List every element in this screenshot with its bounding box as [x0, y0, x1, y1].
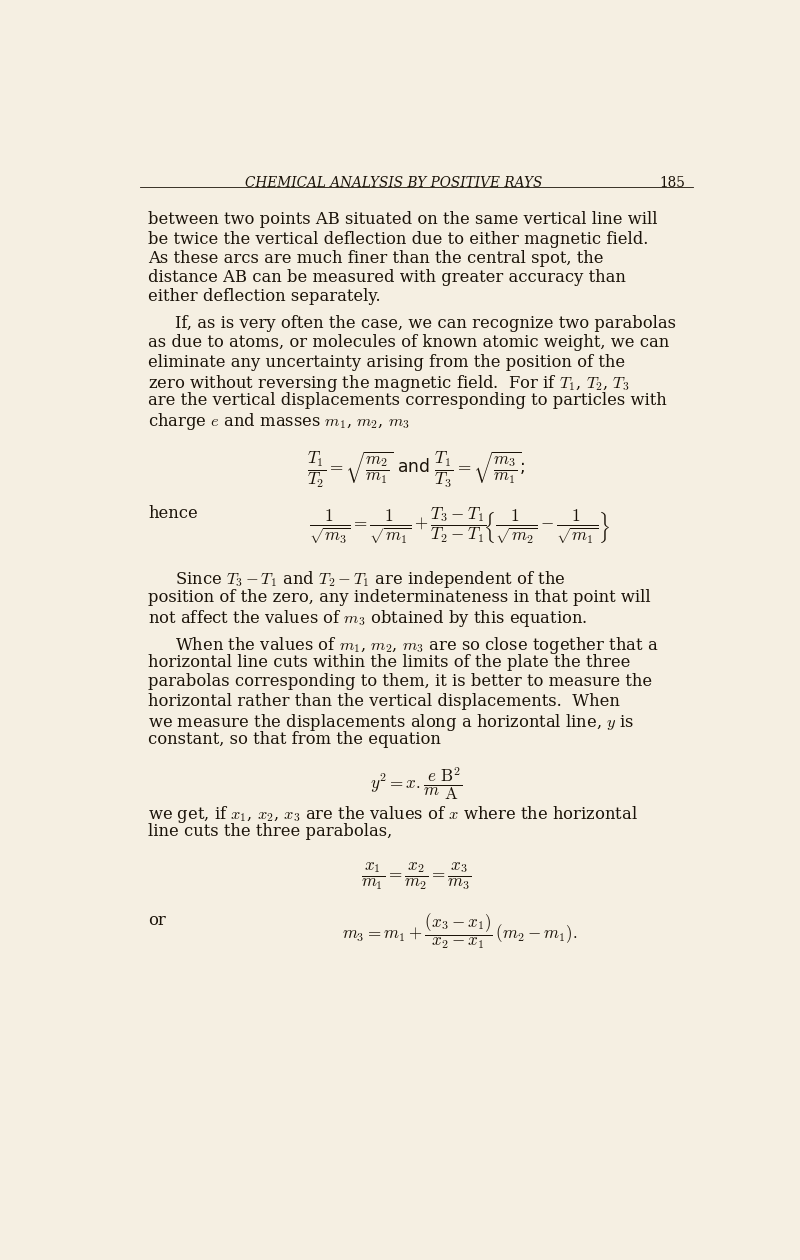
Text: $y^2 = x.\dfrac{e}{m}\dfrac{\mathrm{B}^2}{\mathrm{A}}$: $y^2 = x.\dfrac{e}{m}\dfrac{\mathrm{B}^2…: [370, 766, 462, 801]
Text: CHEMICAL ANALYSIS BY POSITIVE RAYS: CHEMICAL ANALYSIS BY POSITIVE RAYS: [245, 176, 542, 190]
Text: horizontal rather than the vertical displacements.  When: horizontal rather than the vertical disp…: [148, 693, 620, 709]
Text: $\dfrac{T_1}{T_2} = \sqrt{\dfrac{m_2}{m_1}}$ and $\dfrac{T_1}{T_3} = \sqrt{\dfra: $\dfrac{T_1}{T_2} = \sqrt{\dfrac{m_2}{m_…: [307, 450, 526, 490]
Text: hence: hence: [148, 505, 198, 523]
Text: position of the zero, any indeterminateness in that point will: position of the zero, any indeterminaten…: [148, 588, 650, 606]
Text: either deflection separately.: either deflection separately.: [148, 289, 381, 305]
Text: Since $T_3 - T_1$ and $T_2 - T_1$ are independent of the: Since $T_3 - T_1$ and $T_2 - T_1$ are in…: [175, 570, 566, 590]
Text: 185: 185: [659, 176, 685, 190]
Text: as due to atoms, or molecules of known atomic weight, we can: as due to atoms, or molecules of known a…: [148, 334, 670, 352]
Text: distance AB can be measured with greater accuracy than: distance AB can be measured with greater…: [148, 270, 626, 286]
Text: constant, so that from the equation: constant, so that from the equation: [148, 731, 441, 748]
Text: horizontal line cuts within the limits of the plate the three: horizontal line cuts within the limits o…: [148, 654, 630, 672]
Text: we measure the displacements along a horizontal line, $y$ is: we measure the displacements along a hor…: [148, 712, 634, 733]
Text: between two points AB situated on the same vertical line will: between two points AB situated on the sa…: [148, 212, 658, 228]
Text: are the vertical displacements corresponding to particles with: are the vertical displacements correspon…: [148, 392, 666, 410]
Text: line cuts the three parabolas,: line cuts the three parabolas,: [148, 824, 392, 840]
Text: If, as is very often the case, we can recognize two parabolas: If, as is very often the case, we can re…: [175, 315, 676, 333]
Text: $m_3 = m_1 + \dfrac{(x_3-x_1)}{x_2-x_1}\,(m_2-m_1).$: $m_3 = m_1 + \dfrac{(x_3-x_1)}{x_2-x_1}\…: [342, 912, 577, 951]
Text: not affect the values of $m_3$ obtained by this equation.: not affect the values of $m_3$ obtained …: [148, 607, 587, 629]
Text: parabolas corresponding to them, it is better to measure the: parabolas corresponding to them, it is b…: [148, 673, 652, 690]
Text: $\dfrac{x_1}{m_1} = \dfrac{x_2}{m_2} = \dfrac{x_3}{m_3}$: $\dfrac{x_1}{m_1} = \dfrac{x_2}{m_2} = \…: [361, 861, 472, 892]
Text: eliminate any uncertainty arising from the position of the: eliminate any uncertainty arising from t…: [148, 354, 625, 370]
Text: When the values of $m_1$, $m_2$, $m_3$ are so close together that a: When the values of $m_1$, $m_2$, $m_3$ a…: [175, 635, 658, 655]
Text: $\dfrac{1}{\sqrt{m_3}} = \dfrac{1}{\sqrt{m_1}} + \dfrac{T_3-T_1}{T_2-T_1}\!\left: $\dfrac{1}{\sqrt{m_3}} = \dfrac{1}{\sqrt…: [309, 505, 610, 546]
Text: be twice the vertical deflection due to either magnetic field.: be twice the vertical deflection due to …: [148, 231, 649, 247]
Text: or: or: [148, 912, 166, 929]
Text: zero without reversing the magnetic field.  For if $T_1$, $T_2$, $T_3$: zero without reversing the magnetic fiel…: [148, 373, 630, 394]
Text: As these arcs are much finer than the central spot, the: As these arcs are much finer than the ce…: [148, 249, 603, 267]
Text: we get, if $x_1$, $x_2$, $x_3$ are the values of $x$ where the horizontal: we get, if $x_1$, $x_2$, $x_3$ are the v…: [148, 804, 638, 825]
Text: charge $e$ and masses $m_1$, $m_2$, $m_3$: charge $e$ and masses $m_1$, $m_2$, $m_3…: [148, 412, 410, 432]
